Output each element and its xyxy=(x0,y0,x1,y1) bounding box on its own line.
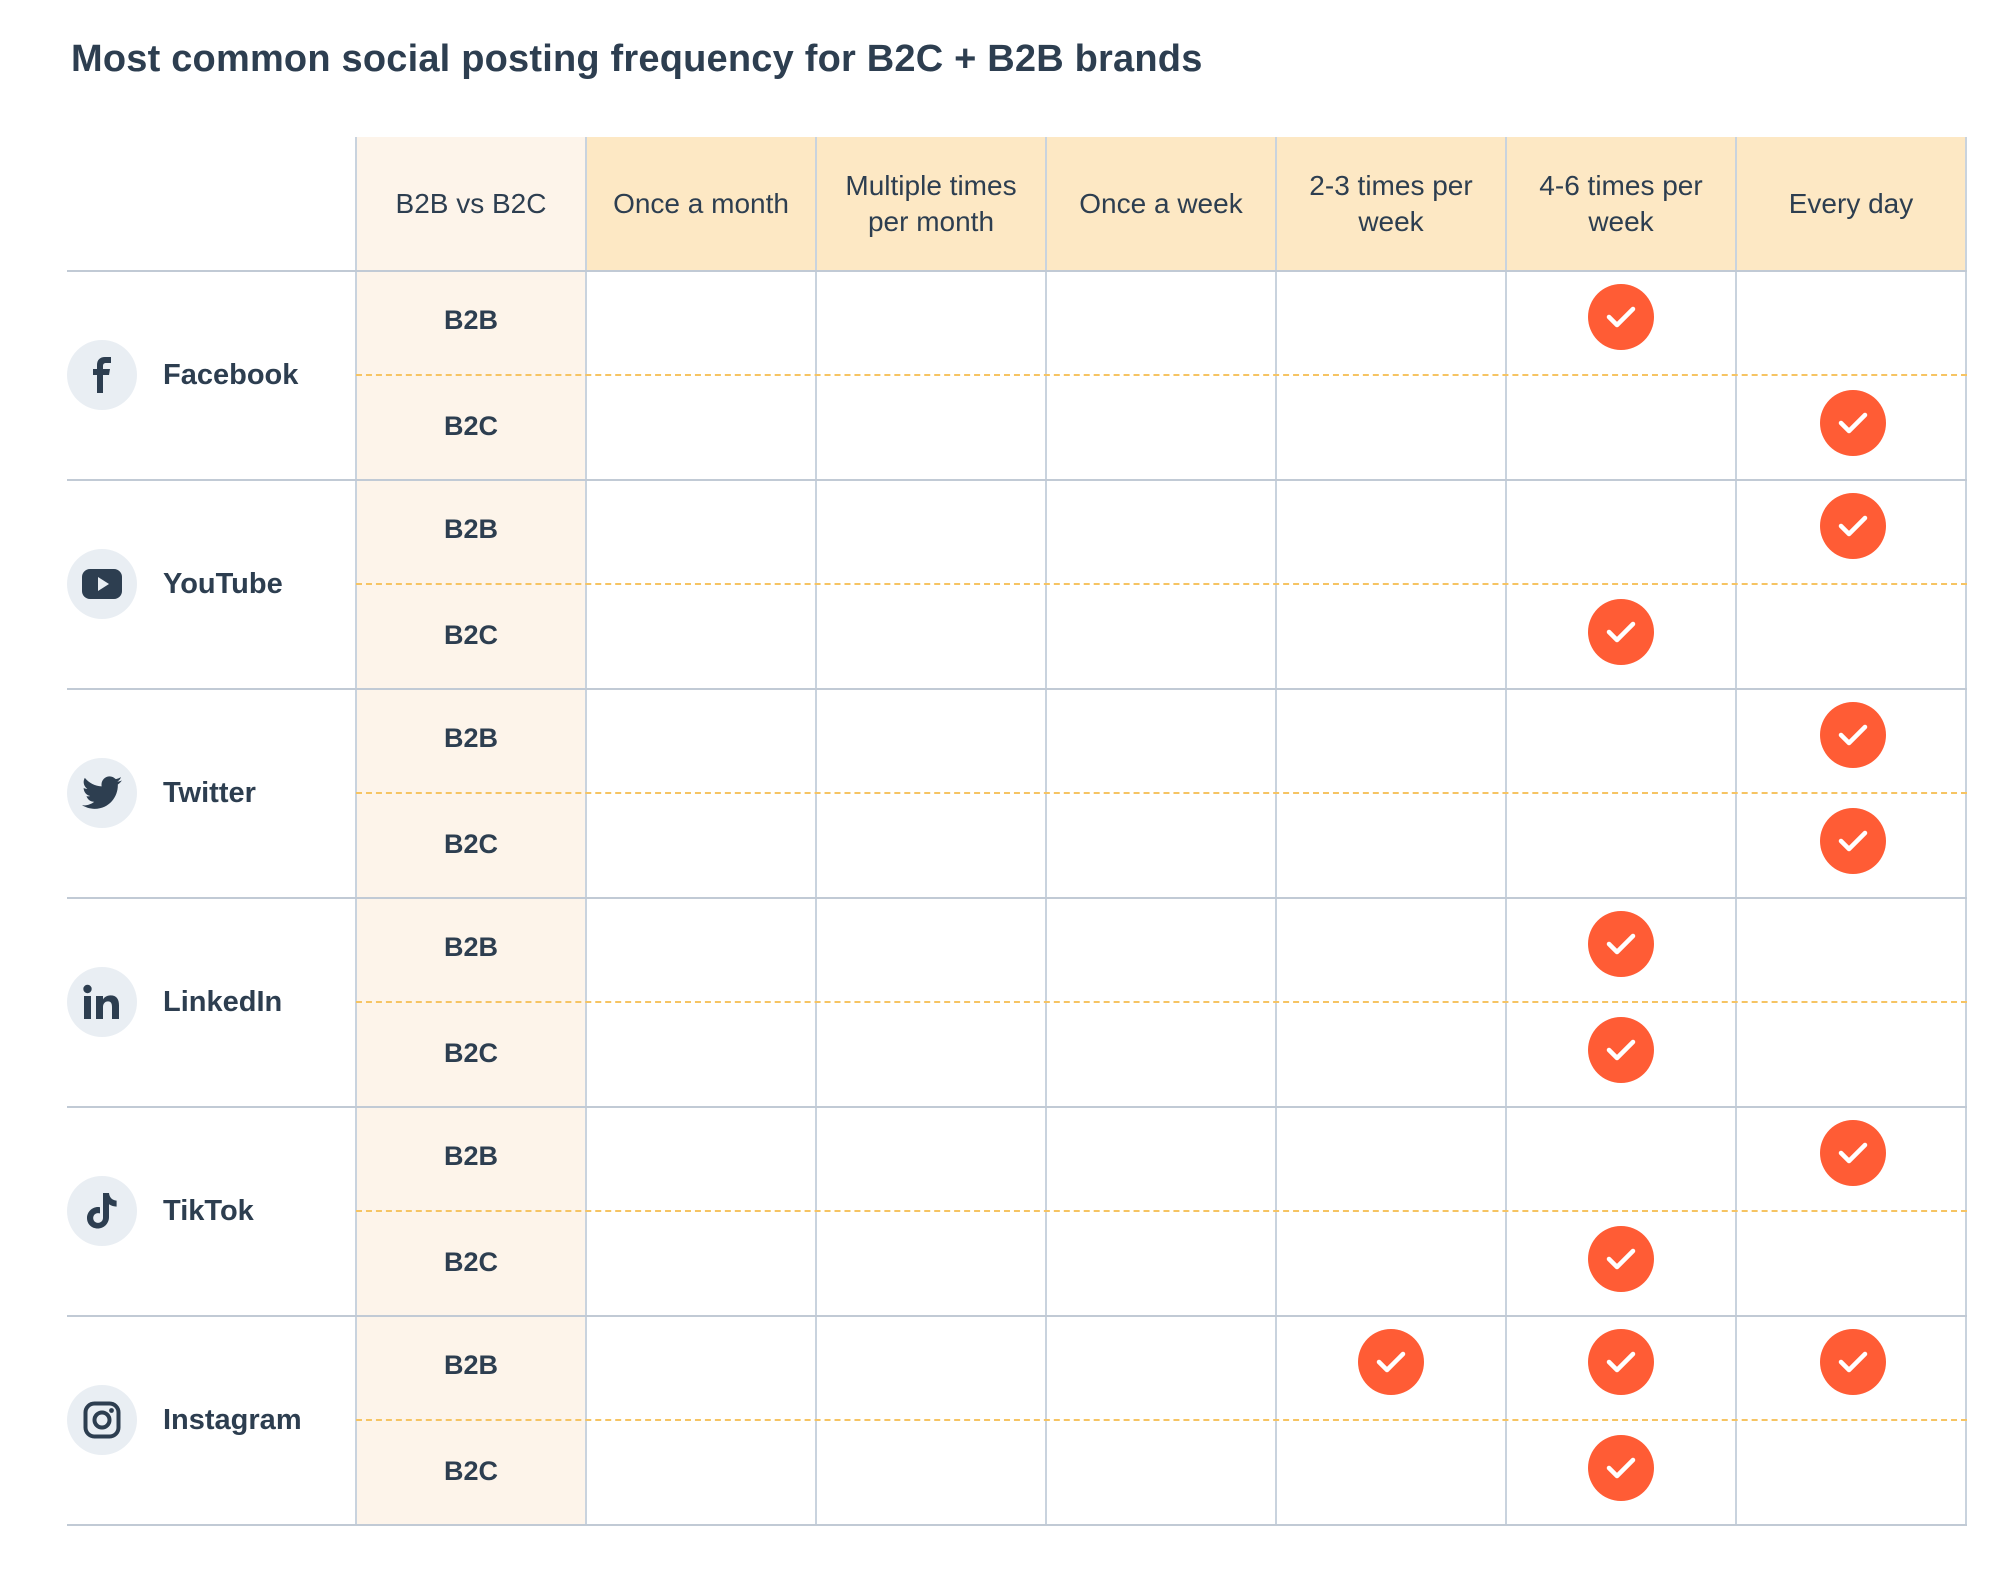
platform-facebook: Facebook xyxy=(67,340,298,410)
platform-label: LinkedIn xyxy=(163,985,283,1018)
row-type-label: B2C xyxy=(443,829,498,859)
platform-label: Facebook xyxy=(163,358,299,391)
check-mark-icon xyxy=(1820,808,1886,874)
check-mark-icon xyxy=(1588,284,1654,350)
check-mark-icon xyxy=(1588,599,1654,665)
row-dashed-divider xyxy=(356,374,1967,376)
row-divider xyxy=(67,1315,1967,1317)
chart-title: Most common social posting frequency for… xyxy=(71,38,1203,80)
check-mark-icon xyxy=(1588,1226,1654,1292)
platform-label: TikTok xyxy=(163,1194,254,1227)
header-2-3-times-per-week: 2-3 times per week xyxy=(1309,170,1473,237)
platform-twitter: Twitter xyxy=(67,758,256,828)
type-header-bg xyxy=(356,137,586,271)
row-divider xyxy=(67,688,1967,690)
column-divider xyxy=(1505,137,1507,1525)
row-type-label: B2B xyxy=(443,932,498,962)
header-b2b-vs-b2c: B2B vs B2C xyxy=(395,188,547,219)
column-divider xyxy=(1045,137,1047,1525)
check-mark-icon xyxy=(1820,1120,1886,1186)
platform-label: Twitter xyxy=(163,776,256,809)
header-every-day: Every day xyxy=(1788,188,1914,219)
facebook-icon xyxy=(67,340,137,410)
twitter-icon xyxy=(67,758,137,828)
check-mark-icon xyxy=(1820,1329,1886,1395)
row-type-label: B2B xyxy=(443,1141,498,1171)
platform-label: YouTube xyxy=(163,567,283,600)
header-once-a-month: Once a month xyxy=(613,188,789,219)
row-divider xyxy=(67,897,1967,899)
column-divider xyxy=(355,137,357,1525)
platform-youtube: YouTube xyxy=(67,549,283,619)
header-multiple-times-per-month: Multiple times per month xyxy=(845,170,1017,237)
row-type-label: B2C xyxy=(443,1247,498,1277)
row-divider xyxy=(67,479,1967,481)
check-mark-icon xyxy=(1358,1329,1424,1395)
row-type-label: B2B xyxy=(443,305,498,335)
row-divider xyxy=(67,270,1967,272)
instagram-icon xyxy=(67,1385,137,1455)
row-dashed-divider xyxy=(356,1419,1967,1421)
row-divider xyxy=(67,1106,1967,1108)
column-divider xyxy=(815,137,817,1525)
row-type-label: B2C xyxy=(443,620,498,650)
row-dashed-divider xyxy=(356,792,1967,794)
check-mark-icon xyxy=(1820,702,1886,768)
check-mark-icon xyxy=(1820,390,1886,456)
row-dashed-divider xyxy=(356,1210,1967,1212)
row-dashed-divider xyxy=(356,1001,1967,1003)
row-type-label: B2B xyxy=(443,723,498,753)
platform-tiktok: TikTok xyxy=(67,1176,254,1246)
youtube-icon xyxy=(67,549,137,619)
check-mark-icon xyxy=(1588,1435,1654,1501)
row-type-label: B2B xyxy=(443,1350,498,1380)
row-type-label: B2C xyxy=(443,1456,498,1486)
check-mark-icon xyxy=(1588,911,1654,977)
check-mark-icon xyxy=(1588,1017,1654,1083)
row-type-label: B2C xyxy=(443,1038,498,1068)
table-bottom-border xyxy=(67,1524,1967,1526)
row-type-label: B2B xyxy=(443,514,498,544)
linkedin-icon xyxy=(67,967,137,1037)
header-4-6-times-per-week: 4-6 times per week xyxy=(1539,170,1703,237)
check-mark-icon xyxy=(1588,1329,1654,1395)
column-divider xyxy=(585,137,587,1525)
column-divider xyxy=(1965,137,1967,1525)
platform-instagram: Instagram xyxy=(67,1385,302,1455)
row-type-label: B2C xyxy=(443,411,498,441)
platform-linkedin: LinkedIn xyxy=(67,967,282,1037)
check-mark-icon xyxy=(1820,493,1886,559)
platform-label: Instagram xyxy=(163,1403,302,1436)
column-divider xyxy=(1275,137,1277,1525)
header-once-a-week: Once a week xyxy=(1079,188,1243,219)
row-dashed-divider xyxy=(356,583,1967,585)
tiktok-icon xyxy=(67,1176,137,1246)
column-divider xyxy=(1735,137,1737,1525)
